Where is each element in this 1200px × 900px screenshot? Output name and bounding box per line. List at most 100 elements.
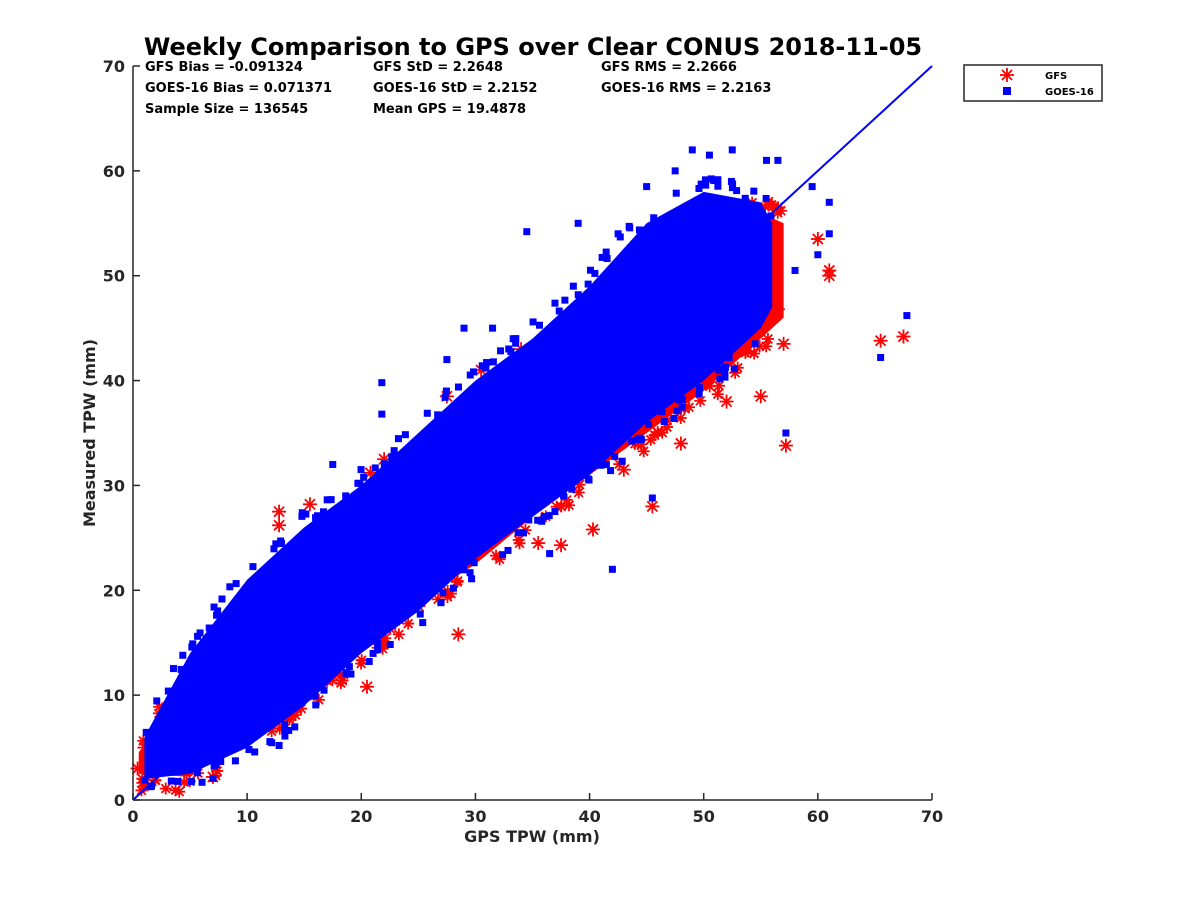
goes16-point: [489, 358, 497, 366]
goes16-outlier-point: [825, 230, 833, 238]
gfs-point: [402, 617, 415, 630]
goes16-point: [716, 375, 724, 383]
goes16-point: [251, 748, 259, 756]
goes16-point: [618, 457, 626, 465]
goes16-point: [574, 291, 582, 299]
goes16-point: [499, 551, 507, 559]
goes16-outlier-point: [782, 429, 790, 437]
goes16-point: [710, 177, 718, 185]
goes16-point: [504, 546, 512, 554]
goes16-point: [312, 701, 320, 709]
gfs-point: [355, 654, 368, 667]
goes16-outlier-point: [460, 324, 468, 332]
x-tick-label: 40: [578, 807, 600, 826]
goes16-point: [437, 599, 445, 607]
goes16-point: [327, 496, 335, 504]
gfs-outlier-point: [778, 438, 793, 453]
goes16-point: [672, 189, 680, 197]
goes16-point: [529, 318, 537, 326]
gfs-outlier-point: [272, 504, 287, 519]
goes16-point: [551, 508, 559, 516]
goes16-point: [551, 299, 559, 307]
goes16-point: [302, 510, 310, 518]
goes16-point: [174, 777, 182, 785]
goes16-point: [701, 176, 709, 184]
goes16-outlier-point: [329, 460, 337, 468]
stat-sample-size: Sample Size = 136545: [145, 102, 308, 117]
goes16-point: [584, 280, 592, 288]
goes16-point: [497, 347, 505, 355]
goes16-outlier-point: [489, 324, 497, 332]
gfs-point: [761, 333, 774, 346]
goes16-point: [721, 363, 729, 371]
y-tick-label: 30: [103, 476, 125, 495]
goes16-point: [401, 431, 409, 439]
gfs-outlier-point: [873, 333, 888, 348]
goes16-outlier-point: [774, 156, 782, 164]
goes16-point: [714, 176, 722, 184]
goes16-point: [281, 726, 289, 734]
goes16-outlier-point: [808, 183, 816, 191]
x-axis-label: GPS TPW (mm): [464, 827, 600, 846]
goes16-point: [733, 187, 741, 195]
gfs-outlier-point: [554, 538, 569, 553]
goes16-point: [311, 692, 319, 700]
x-tick-label: 60: [807, 807, 829, 826]
y-tick-label: 20: [103, 581, 125, 600]
goes16-point: [439, 589, 447, 597]
y-tick-label: 50: [103, 267, 125, 286]
goes16-point: [170, 665, 178, 673]
y-tick-label: 10: [103, 686, 125, 705]
goes16-point: [721, 373, 729, 381]
goes16-point: [678, 403, 686, 411]
gfs-point: [135, 784, 148, 797]
goes16-point: [217, 757, 225, 765]
x-tick-label: 30: [464, 807, 486, 826]
one-to-one-reference-line: [132, 65, 933, 801]
goes16-point: [179, 651, 187, 659]
goes16-point: [602, 248, 610, 256]
goes16-point: [597, 461, 605, 469]
goes16-point: [644, 420, 652, 428]
goes16-point: [231, 757, 239, 765]
goes16-point: [507, 348, 515, 356]
goes16-point: [281, 732, 289, 740]
goes16-point: [540, 513, 548, 521]
goes16-point: [534, 516, 542, 524]
goes16-point: [660, 418, 668, 426]
gfs-outlier-point: [822, 268, 837, 283]
y-tick-label: 70: [103, 57, 125, 76]
goes16-point: [442, 387, 450, 395]
gfs-outlier-point: [770, 302, 785, 317]
goes16-outlier-point: [705, 151, 713, 159]
goes16-point: [268, 739, 276, 747]
goes16-point: [177, 665, 185, 673]
goes16-point: [714, 365, 722, 373]
goes16-point: [750, 187, 758, 195]
goes16-point: [658, 408, 666, 416]
gfs-point: [513, 537, 526, 550]
gfs-point: [159, 782, 172, 795]
goes16-point: [371, 464, 379, 472]
goes16-point: [728, 184, 736, 192]
goes16-point: [374, 639, 382, 647]
goes16-point: [454, 383, 462, 391]
goes16-point: [298, 512, 306, 520]
goes16-outlier-point: [648, 494, 656, 502]
goes16-point: [291, 723, 299, 731]
goes16-outlier-point: [791, 266, 799, 274]
goes16-point: [167, 777, 175, 785]
gfs-outlier-point: [585, 522, 600, 537]
goes16-point: [323, 496, 331, 504]
goes16-outlier-point: [728, 146, 736, 154]
goes16-point: [213, 611, 221, 619]
gfs-outlier-point: [753, 389, 768, 404]
goes16-point: [678, 395, 686, 403]
gfs-outlier-point: [359, 679, 374, 694]
stat-goes16-bias: GOES-16 Bias = 0.071371: [145, 81, 332, 96]
goes16-point: [695, 184, 703, 192]
goes16-outlier-point: [378, 379, 386, 387]
legend-goes16-label: GOES-16: [1045, 87, 1094, 98]
gfs-outlier-point: [810, 232, 825, 247]
goes16-point: [360, 473, 368, 481]
